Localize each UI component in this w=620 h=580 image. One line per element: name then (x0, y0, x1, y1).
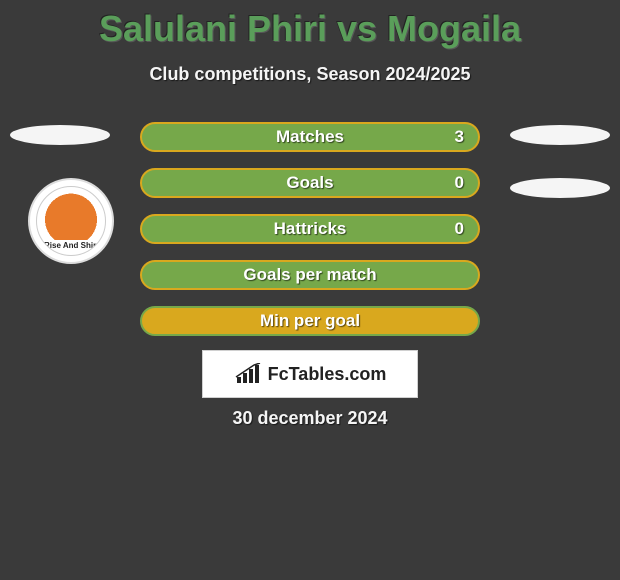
chart-icon (234, 363, 262, 385)
player-avatar-right (510, 125, 610, 145)
stat-row: Matches 3 (140, 122, 480, 152)
stat-label: Goals (286, 173, 333, 193)
page-title: Salulani Phiri vs Mogaila (0, 0, 620, 50)
stat-label: Hattricks (274, 219, 347, 239)
branding-text: FcTables.com (268, 364, 387, 385)
club-logo-text: Rise And Shin (37, 240, 105, 251)
stat-label: Matches (276, 127, 344, 147)
stat-row: Goals per match (140, 260, 480, 290)
club-logo-left: Rise And Shin (28, 178, 114, 264)
branding-box: FcTables.com (202, 350, 418, 398)
club-logo-image: Rise And Shin (36, 186, 106, 256)
subtitle: Club competitions, Season 2024/2025 (0, 64, 620, 85)
stat-row: Hattricks 0 (140, 214, 480, 244)
stat-row: Goals 0 (140, 168, 480, 198)
stat-row: Min per goal (140, 306, 480, 336)
player-avatar-right (510, 178, 610, 198)
stat-right-value: 3 (441, 124, 478, 150)
date-text: 30 december 2024 (0, 408, 620, 429)
player-avatar-left (10, 125, 110, 145)
stat-label: Goals per match (243, 265, 376, 285)
stat-right-value: 0 (441, 216, 478, 242)
stat-right-value: 0 (441, 170, 478, 196)
stat-label: Min per goal (260, 311, 360, 331)
